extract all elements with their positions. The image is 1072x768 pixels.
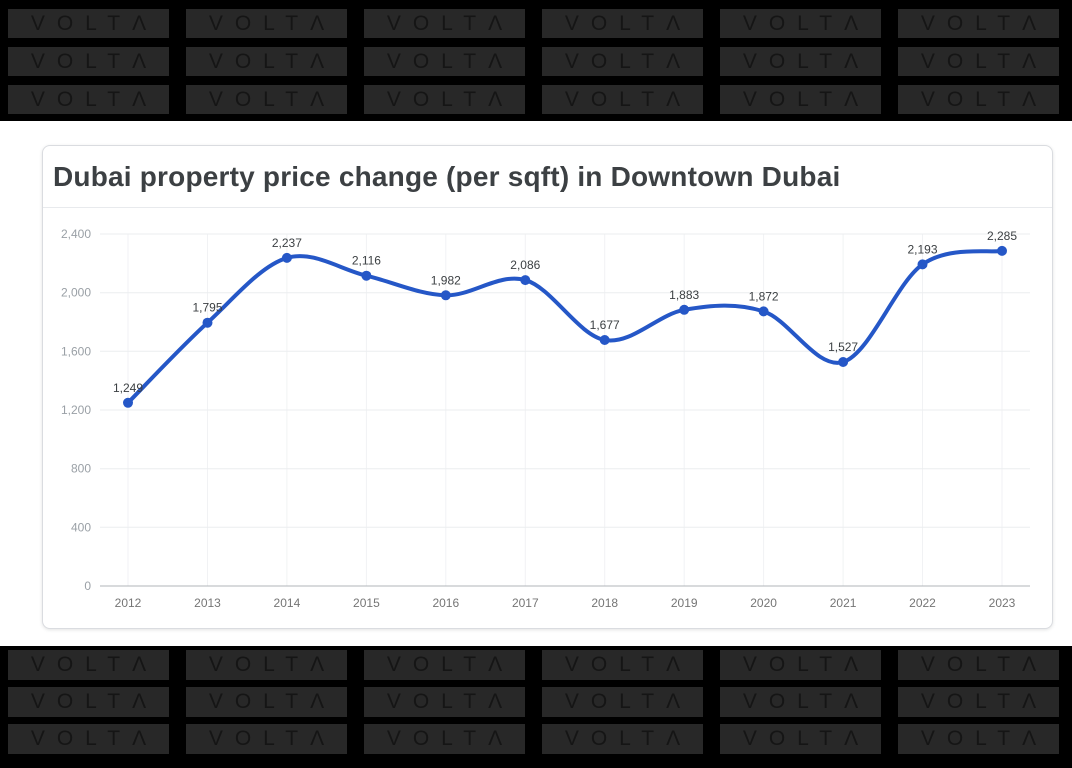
value-label-2021: 1,527 (828, 340, 858, 354)
value-label-2019: 1,883 (669, 288, 699, 302)
x-tick-label-2023: 2023 (989, 596, 1016, 610)
volta-logo-tile: VOLTΛ (8, 687, 169, 717)
value-label-2014: 2,237 (272, 236, 302, 250)
volta-logo-tile: VOLTΛ (8, 724, 169, 754)
data-point-2018[interactable] (599, 335, 610, 345)
data-point-2015[interactable] (361, 270, 372, 281)
data-point-2023[interactable] (997, 245, 1007, 256)
x-tick-label-2016: 2016 (432, 596, 459, 610)
volta-logo-tile: VOLTΛ (542, 85, 703, 114)
volta-logo-tile: VOLTΛ (898, 650, 1059, 680)
content-area: Dubai property price change (per sqft) i… (0, 121, 1072, 646)
x-tick-label-2021: 2021 (830, 596, 857, 610)
volta-logo-tile: VOLTΛ (186, 85, 347, 114)
volta-logo-tile: VOLTΛ (898, 9, 1059, 38)
data-point-2021[interactable] (838, 357, 849, 367)
volta-logo-tile: VOLTΛ (8, 9, 169, 38)
volta-logo-tile: VOLTΛ (898, 724, 1059, 754)
volta-logo-tile: VOLTΛ (364, 687, 525, 717)
value-label-2023: 2,285 (987, 229, 1017, 243)
data-point-2017[interactable] (520, 275, 531, 286)
data-point-2016[interactable] (440, 290, 451, 301)
volta-logo-tile: VOLTΛ (720, 47, 881, 76)
data-point-2019[interactable] (679, 304, 690, 315)
y-tick-label-1600: 1,600 (61, 344, 91, 358)
x-tick-label-2014: 2014 (274, 596, 301, 610)
data-point-2020[interactable] (758, 306, 769, 317)
volta-logo-tile: VOLTΛ (364, 47, 525, 76)
volta-logo-tile: VOLTΛ (542, 724, 703, 754)
x-tick-label-2013: 2013 (194, 596, 221, 610)
x-tick-label-2019: 2019 (671, 596, 698, 610)
volta-logo-tile: VOLTΛ (720, 9, 881, 38)
value-label-2017: 2,086 (510, 258, 540, 272)
y-tick-label-800: 800 (71, 462, 91, 476)
y-tick-label-0: 0 (84, 579, 91, 593)
data-point-2013[interactable] (202, 317, 213, 328)
y-tick-label-1200: 1,200 (61, 403, 91, 417)
y-tick-label-400: 400 (71, 520, 91, 534)
volta-logo-tile: VOLTΛ (186, 47, 347, 76)
x-tick-label-2020: 2020 (750, 596, 777, 610)
chart-area: 1,249 1,795 2,237 2,116 1,982 2,086 1,677 1,883… (43, 209, 1052, 628)
x-tick-label-2015: 2015 (353, 596, 380, 610)
volta-logo-tile: VOLTΛ (720, 85, 881, 114)
volta-logo-tile: VOLTΛ (186, 687, 347, 717)
data-point-2012[interactable] (123, 397, 133, 408)
volta-logo-tile: VOLTΛ (542, 687, 703, 717)
price-series-line (126, 248, 1004, 405)
volta-logo-tile: VOLTΛ (898, 85, 1059, 114)
volta-logo-tile: VOLTΛ (898, 687, 1059, 717)
x-tick-label-2012: 2012 (115, 596, 142, 610)
x-tick-label-2017: 2017 (512, 596, 539, 610)
chart-card-header: Dubai property price change (per sqft) i… (43, 146, 1052, 208)
volta-logo-tile: VOLTΛ (8, 85, 169, 114)
value-label-2022: 2,193 (907, 242, 937, 256)
value-label-2012: 1,249 (113, 381, 143, 395)
volta-logo-tile: VOLTΛ (186, 9, 347, 38)
data-point-2014[interactable] (281, 252, 292, 263)
volta-logo-tile: VOLTΛ (364, 724, 525, 754)
volta-logo-tile: VOLTΛ (542, 650, 703, 680)
value-label-2013: 1,795 (192, 301, 222, 315)
chart-card: Dubai property price change (per sqft) i… (42, 145, 1053, 629)
x-tick-label-2018: 2018 (591, 596, 618, 610)
value-label-2015: 2,116 (352, 254, 381, 268)
volta-logo-tile: VOLTΛ (8, 650, 169, 680)
volta-logo-tile: VOLTΛ (720, 687, 881, 717)
volta-logo-tile: VOLTΛ (542, 9, 703, 38)
y-tick-label-2000: 2,000 (61, 286, 91, 300)
price-line-chart: 1,249 1,795 2,237 2,116 1,982 2,086 1,677 1,883… (61, 227, 1030, 610)
volta-logo-tile: VOLTΛ (186, 724, 347, 754)
volta-logo-tile: VOLTΛ (542, 47, 703, 76)
volta-logo-tile: VOLTΛ (720, 650, 881, 680)
x-tick-label-2022: 2022 (909, 596, 936, 610)
watermark-band-top: VOLTΛ VOLTΛ VOLTΛ VOLTΛ VOLTΛ VOLTΛ VOLTΛ VOLTΛ… (0, 0, 1072, 121)
value-label-2018: 1,677 (590, 318, 620, 332)
volta-logo-tile: VOLTΛ (720, 724, 881, 754)
volta-logo-tile: VOLTΛ (8, 47, 169, 76)
data-point-2022[interactable] (917, 259, 928, 270)
volta-logo-tile: VOLTΛ (898, 47, 1059, 76)
chart-title: Dubai property price change (per sqft) i… (53, 160, 841, 192)
volta-logo-tile: VOLTΛ (364, 85, 525, 114)
y-tick-label-2400: 2,400 (61, 227, 91, 241)
value-label-2020: 1,872 (749, 289, 779, 303)
volta-logo-tile: VOLTΛ (364, 650, 525, 680)
watermark-band-bottom: VOLTΛ VOLTΛ VOLTΛ VOLTΛ VOLTΛ VOLTΛ VOLTΛ VOLTΛ… (0, 646, 1072, 768)
volta-logo-tile: VOLTΛ (186, 650, 347, 680)
value-label-2016: 1,982 (431, 273, 461, 287)
volta-logo-tile: VOLTΛ (364, 9, 525, 38)
